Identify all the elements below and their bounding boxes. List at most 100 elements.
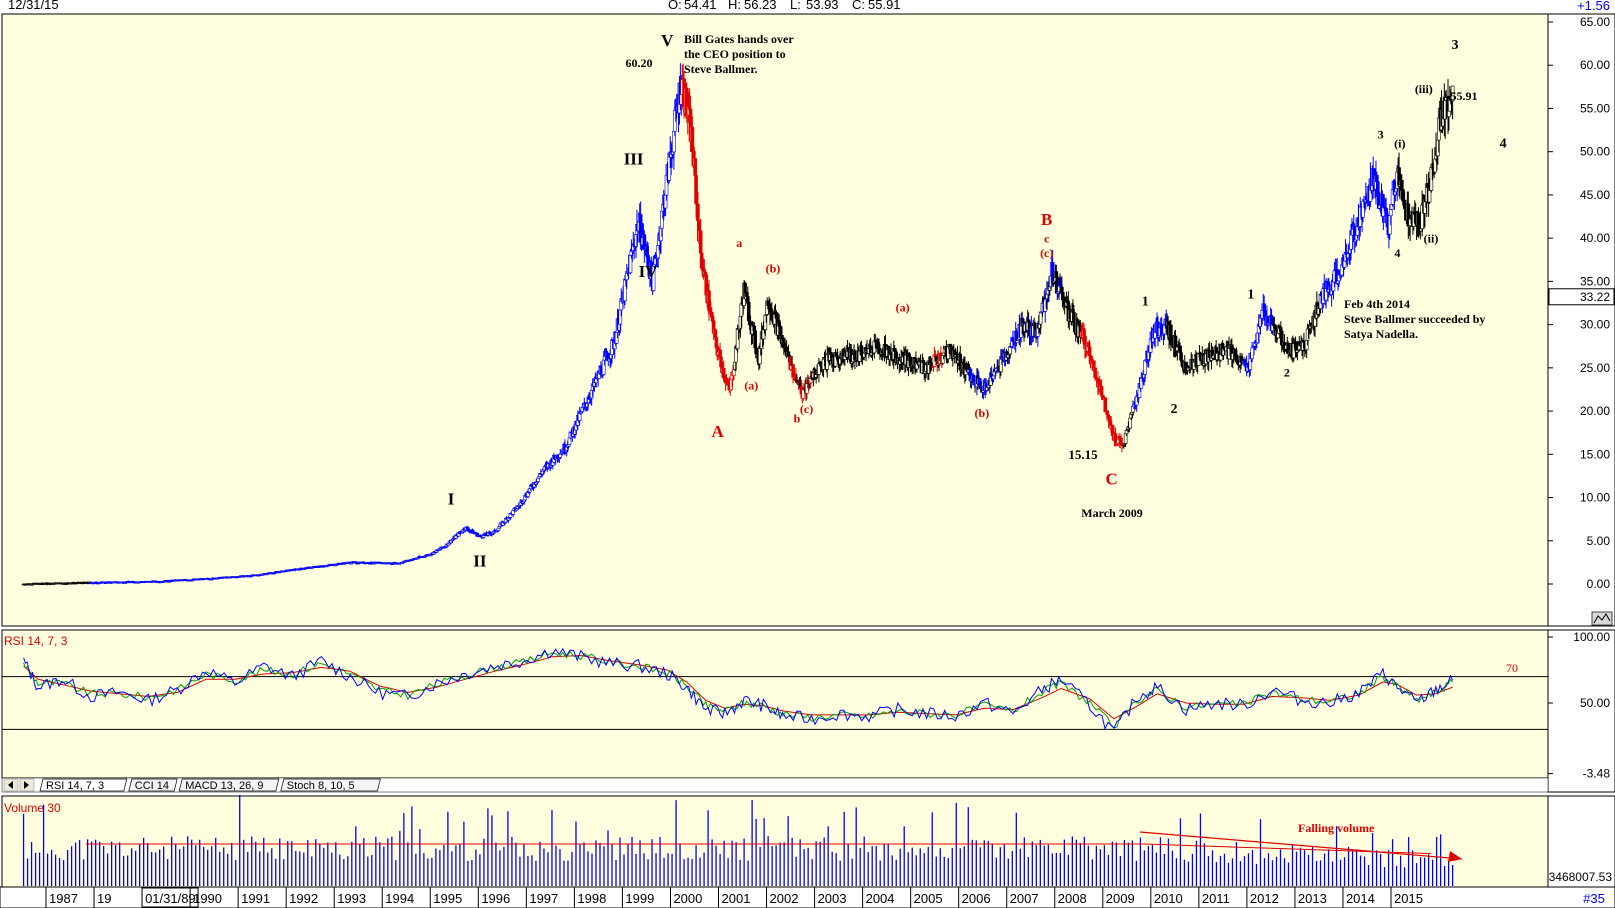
annotation-ballmer-line: Satya Nadella. xyxy=(1344,327,1418,341)
annotation-ballmer-line: Feb 4th 2014 xyxy=(1344,297,1410,311)
x-axis-label: 1991 xyxy=(241,891,270,906)
price-axis: 65.00 60.00 55.00 50.00 45.00 40.00 35.00 30.00… xyxy=(1547,13,1615,627)
rsi-axis-label: 50.00 xyxy=(1580,696,1610,710)
wave-label: C xyxy=(1105,470,1117,489)
volume-ma-line xyxy=(86,843,1432,855)
wave-label: III xyxy=(624,150,644,169)
price-axis-label: 5.00 xyxy=(1587,534,1611,548)
price-axis-label: 15.00 xyxy=(1580,447,1610,461)
x-axis-label: 2009 xyxy=(1106,891,1135,906)
last-value-label: 55.91 xyxy=(1451,89,1478,103)
ohlc-value: 56.23 xyxy=(744,0,777,12)
ohlc-label: C: xyxy=(852,0,865,12)
rsi-panel[interactable]: RSI 14, 7, 3 70 xyxy=(1,629,1549,779)
chart-tool-icon[interactable] xyxy=(1591,611,1613,626)
volume-panel[interactable]: Volume 30 Falling volume xyxy=(1,794,1549,888)
price-axis-label: 0.00 xyxy=(1587,577,1611,591)
ohlc-label: O: xyxy=(668,0,682,12)
price-bar xyxy=(1450,85,1455,120)
volume-title: Volume 30 xyxy=(4,801,61,815)
wave-label: V xyxy=(661,31,674,50)
volume-bars: Falling volume xyxy=(22,794,1463,886)
header-ohlc: O: 54.41 H: 56.23 L: 53.93 C: 55.91 xyxy=(668,0,901,12)
wave-label: b xyxy=(794,411,801,425)
wave-label: (ii) xyxy=(1424,231,1439,245)
price-bars xyxy=(21,63,1455,586)
current-value-label: 33.22 xyxy=(1580,290,1610,304)
x-axis-label: 2000 xyxy=(673,891,702,906)
price-axis-label: 60.00 xyxy=(1580,58,1610,72)
wave-label: 2 xyxy=(1284,365,1290,379)
x-axis-label: 2007 xyxy=(1010,891,1039,906)
rsi-level-label: 70 xyxy=(1506,661,1518,675)
indicator-tab[interactable]: RSI 14, 7, 3 xyxy=(39,778,128,792)
indicator-tab[interactable]: MACD 13, 26, 9 xyxy=(178,778,280,792)
x-axis-label: 1999 xyxy=(625,891,654,906)
x-axis-label: 1995 xyxy=(433,891,462,906)
price-axis-label: 30.00 xyxy=(1580,318,1610,332)
ohlc-item: H: 56.23 xyxy=(728,0,777,12)
x-axis-corner-label: #35 xyxy=(1583,891,1605,906)
ohlc-label: H: xyxy=(728,0,741,12)
wave-label: (b) xyxy=(975,406,990,420)
ohlc-value: 53.93 xyxy=(806,0,839,12)
indicator-tab[interactable]: CCI 14 xyxy=(128,778,178,792)
ohlc-value: 54.41 xyxy=(684,0,717,12)
rsi-axis-label: -3.48 xyxy=(1583,767,1611,781)
annotation-gates-line: Steve Ballmer. xyxy=(684,62,758,76)
x-axis-label: 2005 xyxy=(914,891,943,906)
header-bar: 12/31/15 O: 54.41 H: 56.23 L: 53.93 C: 55.91 +1… xyxy=(0,0,1615,13)
wave-labels: IIIIIIIVVAa(a)(b)b(c)(a)(b)Bc(c)C121234(… xyxy=(448,31,1507,570)
rsi-signal-green-line xyxy=(23,650,1453,729)
x-axis-label: 2014 xyxy=(1346,891,1375,906)
chevron-right-icon xyxy=(24,781,29,789)
wave-label: c xyxy=(1044,231,1050,245)
low-value-label: 15.15 xyxy=(1068,447,1098,462)
x-axis-label: 1987 xyxy=(49,891,78,906)
tab-scroll-right-button[interactable] xyxy=(19,778,35,792)
indicator-tab[interactable]: Stoch 8, 10, 5 xyxy=(280,778,381,792)
x-axis-label: 2011 xyxy=(1202,891,1230,906)
rsi-main-line xyxy=(23,647,1454,731)
wave-label: II xyxy=(473,552,487,571)
peak-value-label: 60.20 xyxy=(626,56,653,70)
rsi-lines xyxy=(2,647,1548,731)
tab-scroll-left-button[interactable] xyxy=(3,778,19,792)
price-axis-label: 50.00 xyxy=(1580,145,1610,159)
x-axis-label: 2002 xyxy=(770,891,799,906)
annotation-gates-line: the CEO position to xyxy=(684,47,786,61)
x-axis-label: 2001 xyxy=(722,891,751,906)
indicator-tab-label: Stoch 8, 10, 5 xyxy=(287,780,355,792)
x-axis-label: 2013 xyxy=(1298,891,1327,906)
wave-label: 4 xyxy=(1394,246,1400,260)
x-axis-label: 1993 xyxy=(337,891,366,906)
x-axis-label: 1998 xyxy=(577,891,606,906)
wave-label: IV xyxy=(639,262,659,281)
arrow-head-icon xyxy=(1448,851,1462,862)
volume-axis-value: 3468007.53 xyxy=(1549,870,1613,884)
wave-label: 1 xyxy=(1142,295,1149,310)
price-axis-label: 10.00 xyxy=(1580,491,1610,505)
ohlc-item: O: 54.41 xyxy=(668,0,717,12)
wave-label: (c) xyxy=(1040,246,1053,260)
wave-label: (c) xyxy=(800,402,813,416)
x-axis-label: 1992 xyxy=(289,891,318,906)
wave-label: B xyxy=(1041,210,1052,229)
price-axis-label: 40.00 xyxy=(1580,231,1610,245)
annotation-march-2009: March 2009 xyxy=(1081,506,1142,520)
header-date: 12/31/15 xyxy=(8,0,59,12)
x-axis-label: 2006 xyxy=(962,891,991,906)
volume-axis: 3468007.53 xyxy=(1547,795,1615,888)
x-axis-label: 2012 xyxy=(1250,891,1279,906)
price-axis-label: 35.00 xyxy=(1580,274,1610,288)
wave-label: 2 xyxy=(1171,402,1178,417)
price-axis-label: 20.00 xyxy=(1580,404,1610,418)
x-axis-label: 1990 xyxy=(193,891,222,906)
x-axis-label: 2010 xyxy=(1154,891,1183,906)
wave-label: 1 xyxy=(1247,288,1254,303)
price-axis-label: 45.00 xyxy=(1580,188,1610,202)
indicator-tab-label: RSI 14, 7, 3 xyxy=(46,780,104,792)
price-panel[interactable]: IIIIIIIVVAa(a)(b)b(c)(a)(b)Bc(c)C121234(… xyxy=(1,13,1549,627)
indicator-tab-strip: RSI 14, 7, 3 CCI 14 MACD 13, 26, 9 Stoch 8,… xyxy=(1,777,1549,793)
